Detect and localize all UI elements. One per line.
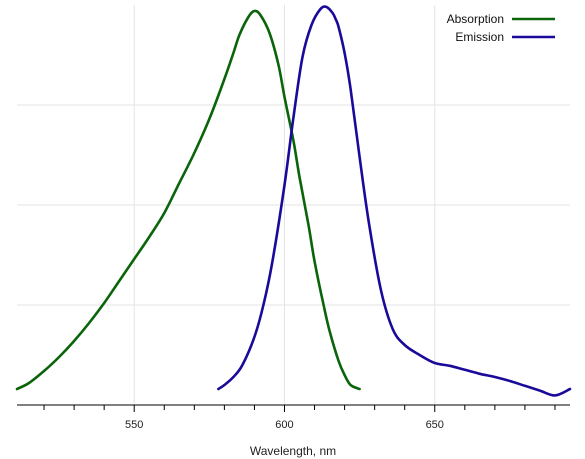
series-line-emission bbox=[217, 5, 572, 397]
legend-label-absorption: Absorption bbox=[447, 12, 504, 26]
series-line-absorption bbox=[15, 9, 361, 391]
x-tick-label-550: 550 bbox=[125, 419, 143, 431]
series-layer bbox=[15, 5, 572, 397]
legend-label-emission: Emission bbox=[455, 30, 504, 44]
grid bbox=[17, 5, 570, 405]
x-tick-label-600: 600 bbox=[275, 419, 293, 431]
legend: Absorption Emission bbox=[440, 8, 570, 46]
x-axis-title: Wavelength, nm bbox=[250, 444, 336, 458]
legend-background bbox=[440, 8, 570, 46]
x-tick-label-650: 650 bbox=[426, 419, 444, 431]
x-axis: 550 600 650 bbox=[17, 404, 570, 431]
